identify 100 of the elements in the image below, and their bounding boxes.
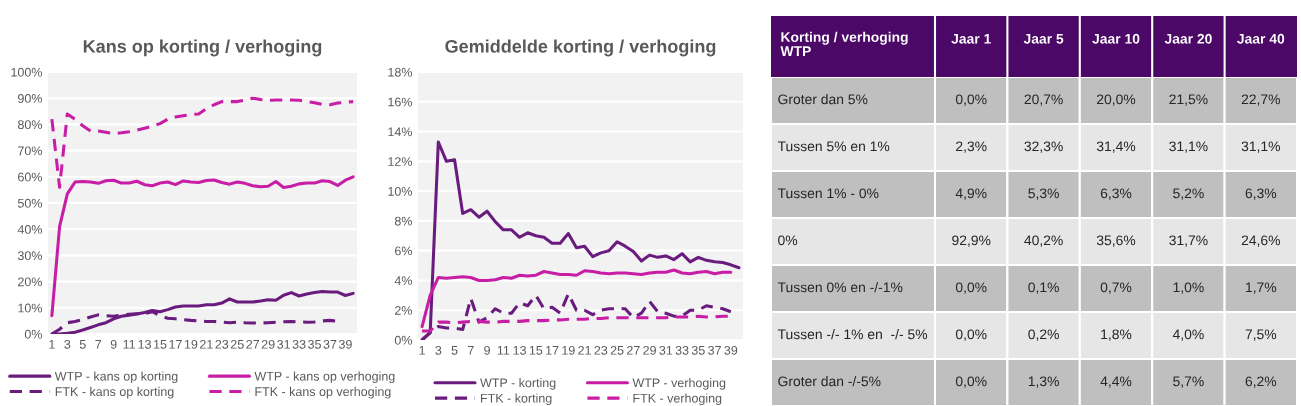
legend-label: WTP - korting — [480, 378, 556, 390]
category-label: Jaar 10 — [1092, 33, 1140, 44]
text: 31,1% — [1241, 141, 1280, 153]
y-tick-label: 20% — [18, 277, 42, 287]
category-label: Jaar 20 — [1164, 33, 1212, 44]
text: 6,3% — [1100, 188, 1132, 200]
text: 92,9% — [952, 235, 991, 247]
chart-title: Kans op korting / verhoging — [83, 39, 322, 57]
text: 1,7% — [1246, 282, 1277, 294]
legend-label: WTP - kans op korting — [54, 371, 178, 384]
text: 20,7% — [1024, 94, 1063, 106]
category-label: Tussen 0% en -/-1% — [777, 282, 903, 293]
y-tick-label: 10% — [18, 303, 42, 313]
text: 0,0% — [955, 282, 987, 294]
category-label: Tussen 1% - 0% — [777, 188, 879, 199]
x-tick-label: 29 — [643, 345, 656, 355]
y-tick-label: 2% — [395, 306, 412, 315]
chart-title: Gemiddelde korting / verhoging — [445, 39, 716, 57]
text: 40,2% — [1024, 235, 1063, 247]
x-tick-label: 35 — [691, 345, 705, 355]
x-tick-label: 31 — [659, 345, 673, 355]
text: 4,0% — [1172, 329, 1204, 341]
x-tick-label: 9 — [484, 345, 490, 355]
x-tick-label: 23 — [215, 339, 229, 349]
category-label: Groter dan 5% — [778, 94, 868, 105]
x-tick-label: 21 — [578, 345, 591, 355]
text: 31,7% — [1169, 235, 1208, 247]
y-tick-label: 30% — [17, 251, 42, 261]
line-series — [420, 268, 733, 329]
legend-label: FTK - kans op korting — [55, 386, 174, 399]
x-tick-label: 5 — [79, 340, 86, 349]
x-tick-label: 7 — [95, 340, 102, 349]
line-series — [50, 96, 355, 189]
text: 5,2% — [1173, 188, 1204, 200]
text: 2,3% — [956, 141, 987, 153]
y-tick-label: 100% — [11, 67, 42, 77]
text: 35,6% — [1096, 235, 1136, 247]
legend-label: WTP - kans op verhoging — [254, 371, 395, 384]
x-tick-label: 5 — [451, 346, 458, 355]
x-tick-label: 29 — [261, 339, 275, 349]
category-label: 0% — [778, 235, 798, 246]
y-tick-label: 14% — [388, 127, 412, 137]
x-tick-label: 27 — [246, 339, 260, 349]
x-tick-label: 15 — [529, 346, 543, 355]
y-tick-label: 90% — [18, 94, 42, 103]
x-tick-label: 15 — [154, 340, 167, 349]
x-tick-label: 33 — [292, 339, 306, 349]
y-tick-label: 60% — [18, 172, 42, 182]
category-label: Jaar 40 — [1237, 33, 1285, 44]
x-tick-label: 13 — [513, 345, 526, 355]
y-tick-label: 0% — [394, 335, 412, 345]
x-tick-label: 37 — [708, 345, 721, 355]
text: 6,2% — [1245, 376, 1277, 388]
text: 0,0% — [955, 376, 987, 388]
text: 31,1% — [1169, 141, 1208, 153]
y-tick-label: 50% — [17, 198, 42, 208]
x-tick-label: 33 — [675, 345, 689, 355]
x-tick-label: 25 — [610, 345, 624, 355]
y-tick-label: 12% — [388, 157, 412, 166]
category-label: Jaar 5 — [1023, 34, 1064, 44]
y-tick-label: 18% — [388, 67, 412, 77]
x-tick-label: 17 — [169, 340, 182, 349]
text: Korting / verhoging WTP — [780, 31, 908, 56]
x-tick-label: 3 — [64, 339, 71, 349]
legend-label: FTK - kans op verhoging — [255, 386, 391, 399]
text: 20,0% — [1097, 94, 1136, 106]
text: 22,7% — [1241, 94, 1280, 106]
text: 0,2% — [1028, 329, 1059, 341]
text: 32,3% — [1024, 141, 1063, 153]
x-tick-label: 23 — [594, 345, 608, 355]
category-label: Jaar 1 — [951, 34, 991, 44]
text: 24,6% — [1241, 235, 1280, 247]
text: 21,5% — [1169, 94, 1208, 106]
y-tick-label: 0% — [24, 329, 42, 339]
x-tick-label: 19 — [184, 339, 198, 349]
text: 7,5% — [1245, 329, 1277, 341]
x-tick-label: 3 — [435, 345, 442, 355]
y-tick-label: 4% — [394, 276, 412, 286]
x-tick-label: 37 — [323, 339, 337, 349]
y-tick-label: 8% — [394, 216, 412, 226]
text: 1,8% — [1101, 329, 1132, 341]
x-tick-label: 1 — [419, 346, 425, 355]
x-tick-label: 39 — [338, 339, 352, 349]
x-tick-label: 1 — [49, 340, 55, 349]
y-tick-label: 6% — [395, 246, 412, 256]
category-label: Tussen 5% en 1% — [777, 141, 890, 152]
text: 5,3% — [1028, 188, 1059, 200]
category-label: Tussen -/- 1% en -/- 5% — [777, 329, 928, 340]
legend-label: FTK - verhoging — [633, 393, 722, 406]
text: 0,0% — [955, 94, 987, 106]
y-tick-label: 70% — [18, 146, 42, 156]
text: 0,0% — [955, 329, 987, 341]
x-tick-label: 39 — [724, 345, 738, 355]
text: 4,9% — [955, 188, 987, 200]
text: 1,0% — [1173, 282, 1204, 294]
text: 4,4% — [1100, 376, 1132, 388]
y-tick-label: 80% — [17, 120, 42, 130]
text: 0,1% — [1028, 282, 1059, 294]
y-tick-label: 10% — [388, 186, 412, 196]
y-tick-label: 40% — [17, 225, 42, 234]
